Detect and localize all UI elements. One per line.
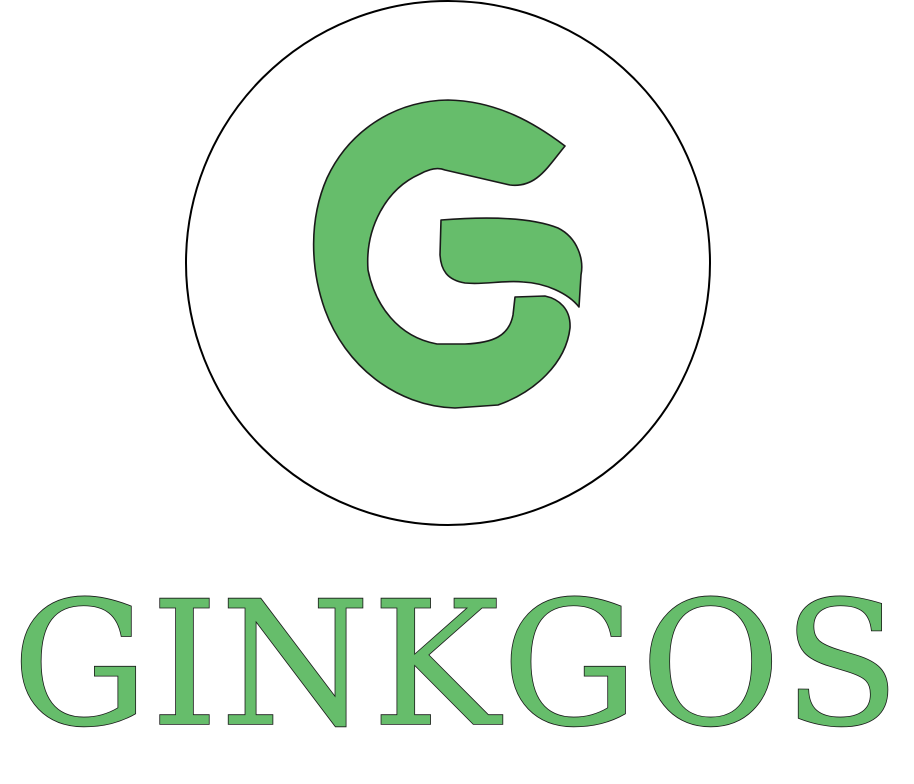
- wordmark-text: GINKGOS: [12, 564, 902, 765]
- emblem-circle: [185, 0, 711, 526]
- g-mark-icon: [312, 99, 583, 409]
